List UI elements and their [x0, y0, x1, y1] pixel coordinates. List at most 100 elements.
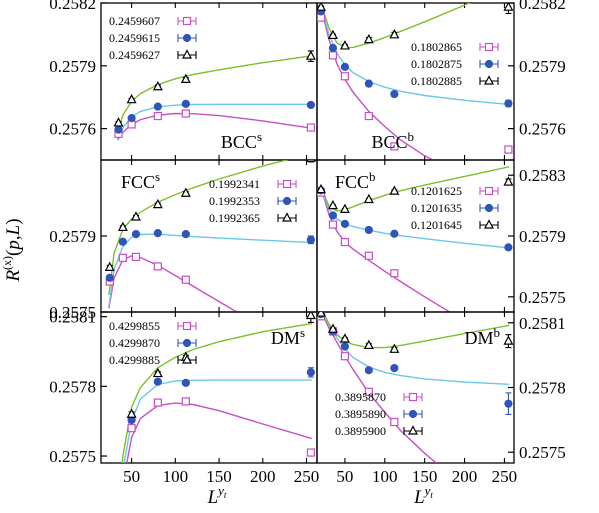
y-tick-label: 0.2582 [49, 0, 96, 13]
data-point-triangle [327, 323, 338, 333]
x-tick-label: 200 [250, 467, 276, 486]
data-point-square [390, 142, 399, 151]
data-point-circle [118, 237, 127, 246]
legend-entry-label: 0.1802865 [411, 40, 462, 54]
data-point-triangle [305, 312, 316, 320]
data-point-circle [504, 243, 513, 252]
data-point-triangle [503, 335, 514, 345]
data-point-circle [504, 399, 513, 408]
data-point-triangle [317, 312, 326, 317]
data-point-circle [328, 43, 338, 53]
data-point-triangle [130, 211, 141, 221]
data-point-circle [390, 89, 399, 99]
legend-entry-label: 0.1201645 [411, 218, 462, 232]
data-point-triangle [503, 176, 514, 186]
data-point-triangle [152, 80, 163, 91]
data-point-circle [181, 378, 190, 387]
data-point-circle [306, 100, 315, 110]
fit-curve-magenta [117, 112, 312, 141]
legend-marker-circle [408, 409, 418, 419]
fit-curve-magenta [126, 402, 312, 463]
y-tick-label: 0.2583 [519, 166, 566, 185]
y-tick-label: 0.2576 [519, 120, 566, 139]
data-point-square [364, 251, 373, 260]
legend-entry-label: 0.1992365 [209, 211, 260, 225]
data-point-circle [306, 368, 315, 377]
data-point-square [364, 111, 373, 121]
legend-marker-square [484, 186, 494, 196]
panel-label: DMs [271, 325, 305, 348]
data-point-circle [114, 125, 123, 134]
y-tick-label: 0.2578 [519, 379, 566, 398]
panel-label: FCCs [121, 169, 160, 192]
data-point-triangle [305, 50, 316, 60]
legend-marker-square [484, 42, 494, 52]
data-point-triangle [126, 408, 137, 418]
fit-curve-cyan [123, 379, 312, 463]
data-point-circle [390, 229, 399, 238]
legend-entry-label: 0.3895870 [335, 390, 386, 404]
fit-curve-green [116, 55, 312, 136]
data-point-square [181, 109, 190, 118]
legend-entry-label: 0.1201625 [411, 184, 462, 198]
data-point-square [340, 352, 350, 361]
panel-fcc-b: 0.2575 0.2579 0.2583 FCCb 0.1201625 0.1201635… [316, 159, 566, 313]
panel-plot-area [317, 3, 514, 160]
legend-marker-triangle [408, 425, 418, 435]
data-point-square [131, 252, 141, 261]
legend-marker-square [282, 179, 292, 189]
x-tick-label: 250 [294, 467, 320, 486]
data-point-circle [306, 235, 315, 244]
legend-entry-label: 0.2459615 [109, 31, 160, 45]
fit-curve-cyan [320, 5, 510, 106]
data-point-triangle [339, 40, 350, 50]
y-tick-label: 0.2582 [519, 0, 566, 13]
y-tick-label: 0.2578 [49, 377, 96, 396]
panel-plot-area [317, 312, 514, 463]
panel-plot-area [317, 166, 514, 312]
panel-label: FCCb [335, 169, 376, 192]
panel-label: DMb [464, 325, 500, 348]
data-point-square [328, 220, 338, 229]
data-point-circle [181, 99, 190, 108]
y-tick-label: 0.2579 [519, 227, 566, 246]
legend-entry-label: 0.1802875 [411, 57, 462, 71]
data-point-triangle [317, 183, 326, 194]
y-tick-label: 0.2575 [49, 447, 96, 466]
x-tick-label: 200 [452, 467, 478, 486]
data-point-triangle [389, 343, 400, 353]
x-axis-title: Lyt [207, 483, 227, 508]
data-point-circle [364, 79, 373, 88]
data-point-square [340, 237, 350, 247]
y-tick-label: 0.2575 [519, 288, 566, 307]
y-tick-label: 0.2581 [519, 314, 566, 333]
data-point-square [181, 397, 190, 406]
panel-label: BCCs [221, 129, 262, 152]
fit-curve-cyan [116, 103, 312, 140]
legend-entry-label: 0.1201635 [411, 201, 462, 215]
legend-entry-label: 0.4299885 [109, 353, 160, 367]
legend-marker-circle [182, 338, 192, 348]
data-point-square [390, 417, 399, 427]
y-tick-label: 0.2575 [519, 443, 566, 462]
data-point-triangle [339, 203, 350, 213]
data-point-triangle [389, 29, 400, 39]
y-tick-label: 0.2576 [49, 120, 96, 139]
data-point-circle [127, 114, 136, 123]
legend-marker-triangle [282, 212, 292, 222]
x-tick-label: 150 [206, 467, 232, 486]
panel-plot-area [113, 50, 316, 141]
x-tick-label: 150 [412, 467, 438, 486]
data-point-circle [390, 363, 399, 373]
y-tick-label: 0.2575 [49, 303, 96, 322]
legend-marker-square [182, 16, 192, 26]
data-point-square [181, 275, 190, 284]
data-point-circle [328, 211, 338, 220]
panel-dm-b: 0.2575 0.2578 0.2581 DMb 0.3895870 0.3895890 0… [316, 311, 566, 464]
legend-entry-label: 0.3895900 [335, 424, 386, 438]
data-point-triangle [104, 261, 115, 271]
y-axis-title: R(x)(p,L) [0, 218, 24, 282]
panel-plot-area [104, 160, 316, 312]
